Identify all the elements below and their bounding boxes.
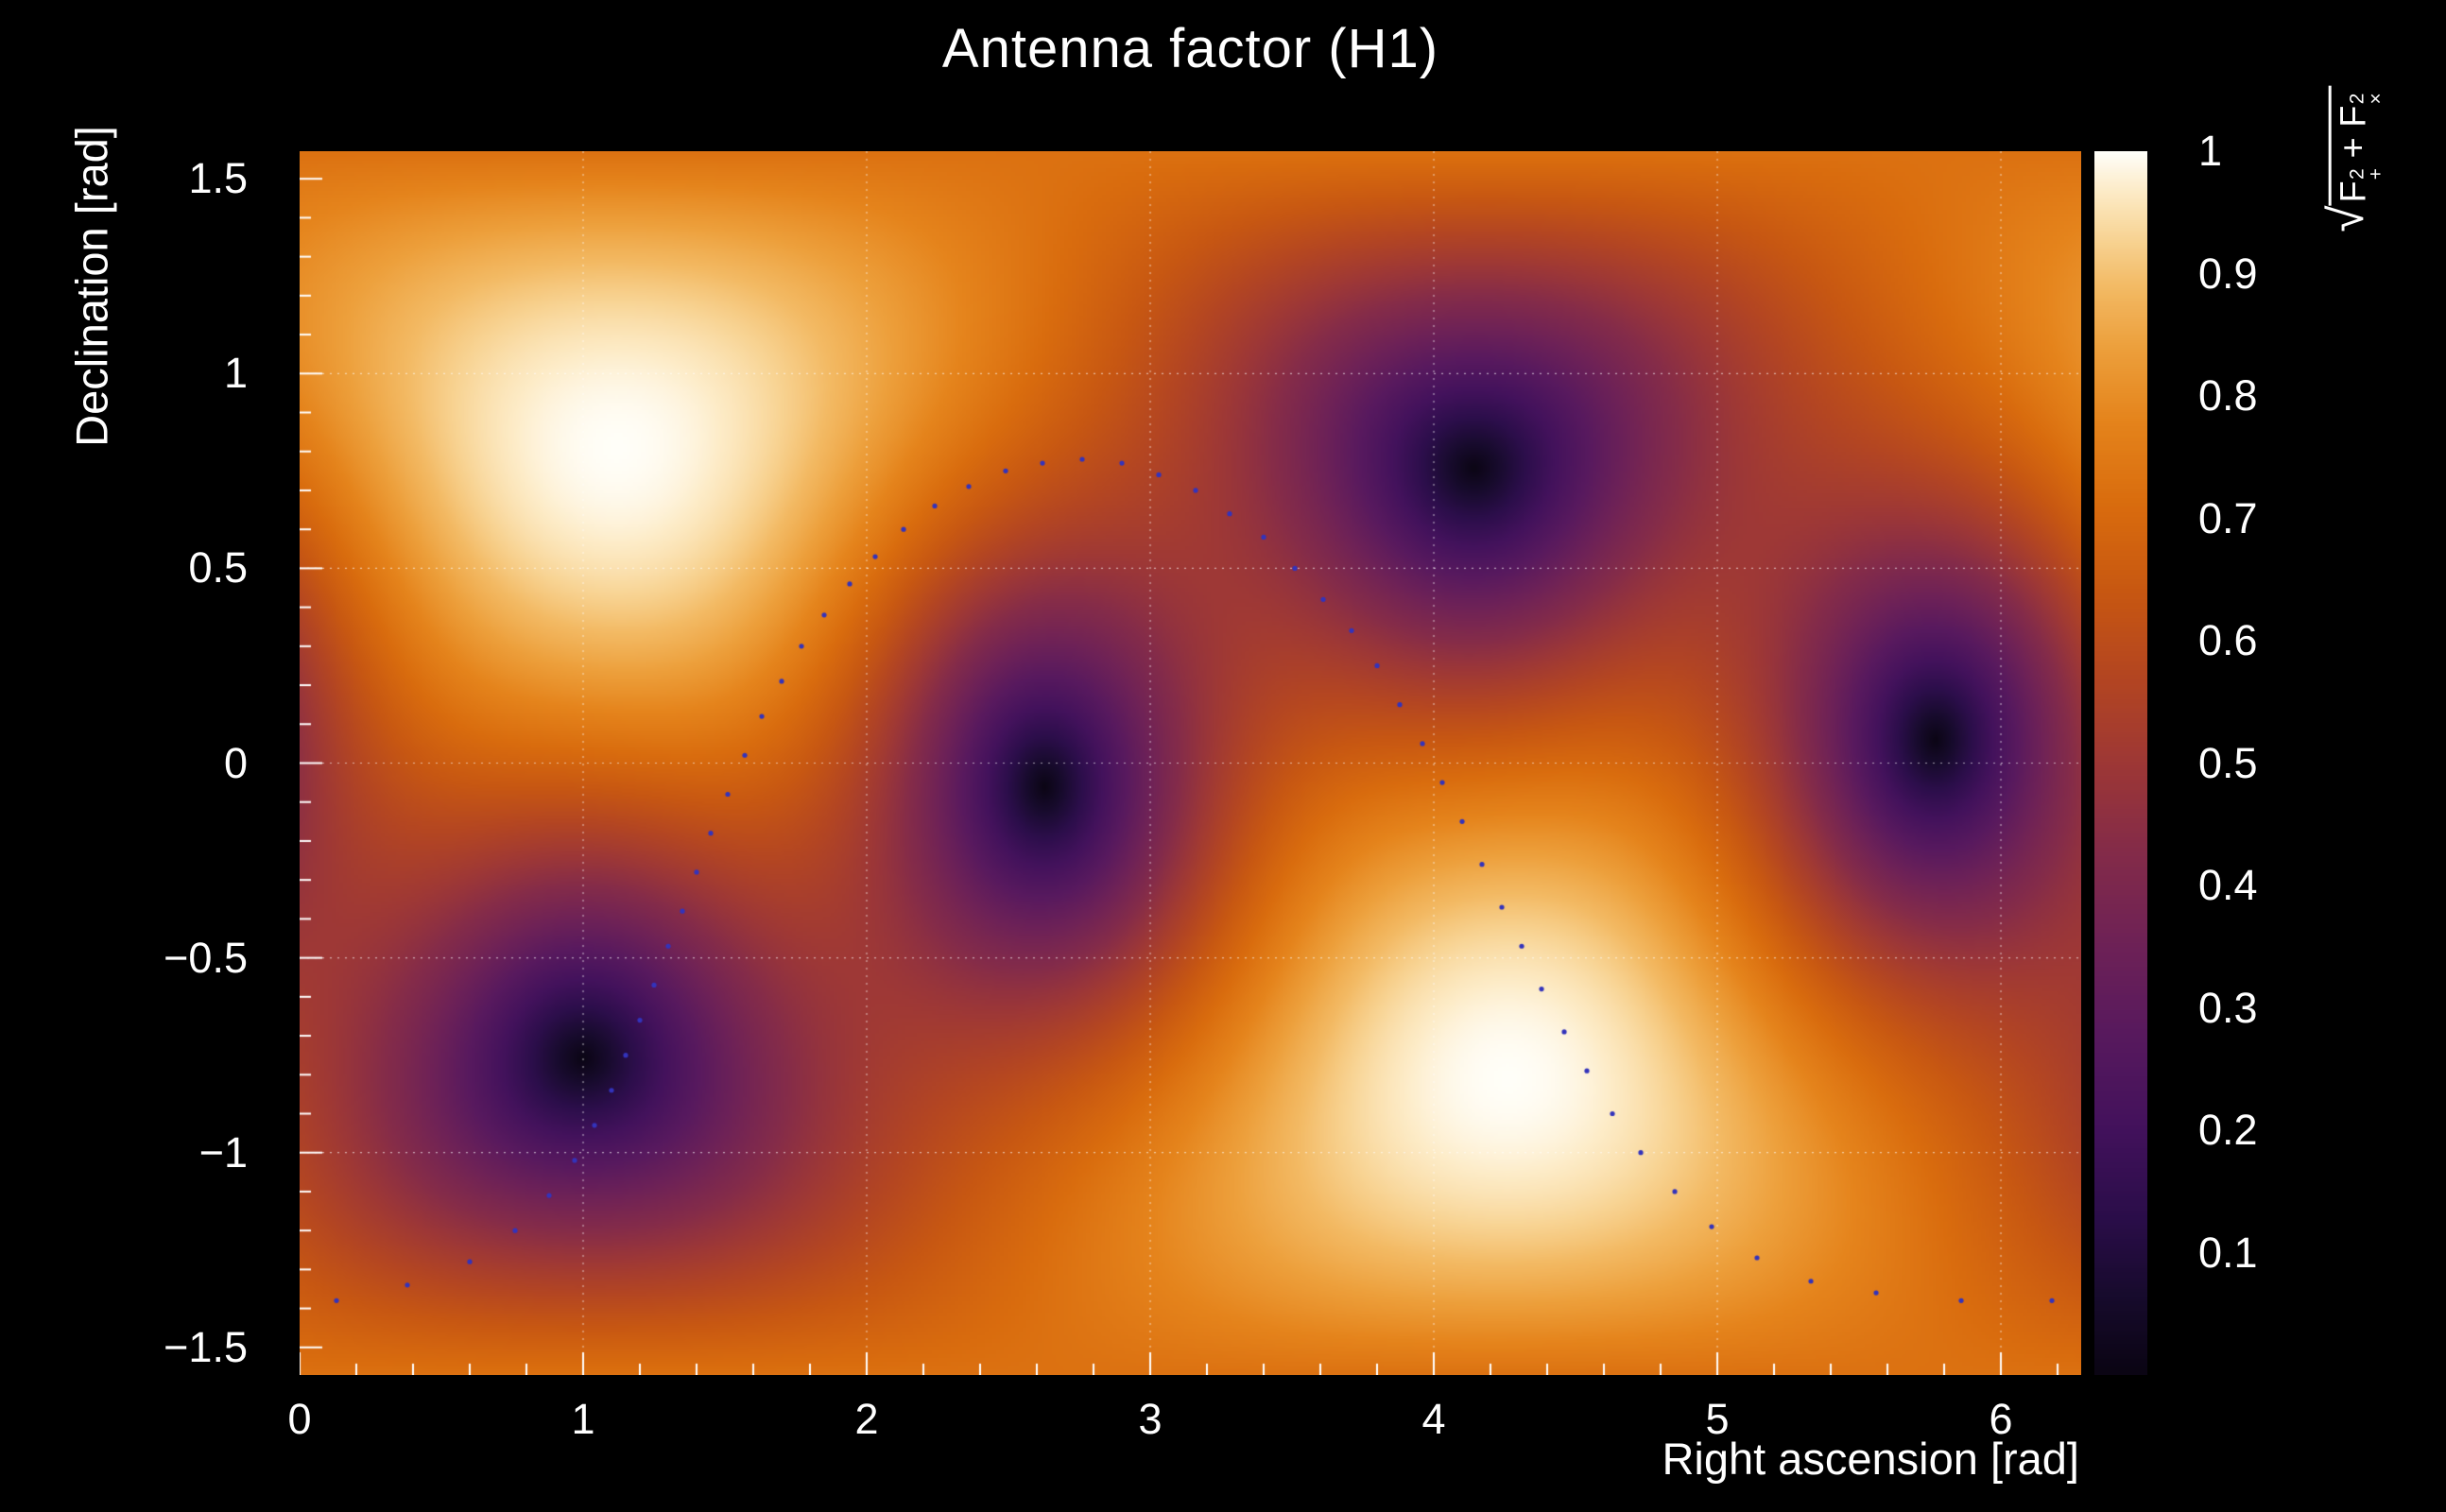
- x-axis-label: Right ascension [rad]: [1662, 1434, 2079, 1484]
- y-tick-label: 0.5: [188, 543, 248, 593]
- y-tick-label: −1: [198, 1127, 248, 1177]
- colorbar-tick-label: 0.9: [2198, 249, 2258, 298]
- colorbar-tick-label: 0.6: [2198, 616, 2258, 664]
- colorbar-tick-label: 0.3: [2198, 983, 2258, 1032]
- colorbar-tick-label: 0.5: [2198, 738, 2258, 787]
- colorbar-tick-label: 0.8: [2198, 371, 2258, 420]
- radical-sign: √: [2319, 205, 2374, 232]
- y-tick-label: 0: [223, 738, 248, 787]
- x-tick-label: 2: [854, 1395, 879, 1443]
- x-tick-label: 5: [1705, 1395, 1730, 1443]
- colorbar-label: √ F 2 + + F 2 ×: [2319, 85, 2386, 232]
- plot-overlay-canvas: [300, 151, 2081, 1375]
- x-tick-label: 3: [1138, 1395, 1163, 1443]
- colorbar-tick-label: 0.1: [2198, 1228, 2258, 1277]
- plot-title: Antenna factor (H1): [941, 18, 1439, 79]
- colorbar-tick-label: 0.4: [2198, 861, 2258, 909]
- y-tick-label: −1.5: [164, 1322, 248, 1371]
- x-tick-label: 4: [1421, 1395, 1446, 1443]
- x-tick-label: 1: [571, 1395, 595, 1443]
- y-tick-label: 1.5: [188, 154, 248, 203]
- colorbar-tick-label: 0.7: [2198, 493, 2258, 542]
- colorbar-tick-label: 1: [2198, 127, 2223, 175]
- radicand: F 2 + + F 2 ×: [2328, 85, 2386, 206]
- y-tick-label: 1: [223, 349, 248, 398]
- x-tick-label: 6: [1989, 1395, 2013, 1443]
- colorbar-tick-label: 0.2: [2198, 1106, 2258, 1154]
- y-tick-label: −0.5: [164, 933, 248, 982]
- x-tick-label: 0: [287, 1395, 312, 1443]
- colorbar: [2094, 151, 2147, 1375]
